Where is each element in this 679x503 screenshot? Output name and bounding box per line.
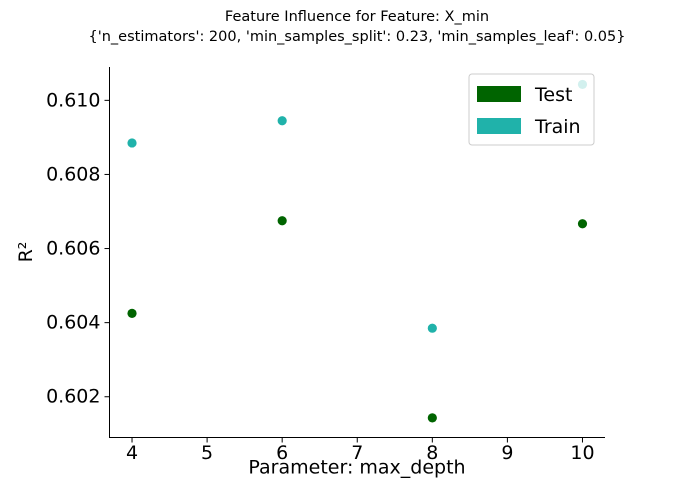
x-tick-label: 6 [276, 442, 288, 464]
x-tick-label: 5 [201, 442, 213, 464]
data-point-train [127, 138, 137, 148]
data-point-test [127, 308, 137, 318]
x-axis-label: Parameter: max_depth [248, 457, 465, 479]
x-tick-label: 4 [126, 442, 138, 464]
legend-swatch-test [477, 86, 521, 102]
y-axis-ticks: 0.602 0.604 0.606 0.608 0.610 [46, 89, 110, 408]
data-point-test [277, 216, 287, 226]
legend-label-test: Test [534, 84, 572, 106]
y-tick-label: 0.608 [46, 163, 100, 185]
legend: Test Train [468, 73, 595, 146]
series-test [127, 216, 588, 423]
chart-subtitle: {'n_estimators': 200, 'min_samples_split… [89, 29, 626, 45]
x-tick-label: 9 [501, 442, 513, 464]
x-tick-label: 8 [426, 442, 438, 464]
legend-swatch-train [477, 118, 521, 134]
y-tick-label: 0.610 [46, 89, 100, 111]
x-tick-label: 10 [570, 442, 594, 464]
y-tick-label: 0.606 [46, 238, 100, 260]
data-point-train [277, 116, 287, 126]
data-point-test [577, 219, 588, 229]
x-axis-ticks: 4 5 6 7 8 9 10 [126, 437, 595, 464]
legend-label-train: Train [534, 116, 581, 138]
data-point-train [427, 323, 437, 333]
data-point-test [427, 413, 437, 423]
y-tick-label: 0.602 [46, 386, 100, 408]
chart-title: Feature Influence for Feature: X_min [225, 9, 489, 25]
y-tick-label: 0.604 [46, 312, 100, 334]
y-axis-label: R² [15, 242, 37, 263]
x-tick-label: 7 [351, 442, 363, 464]
